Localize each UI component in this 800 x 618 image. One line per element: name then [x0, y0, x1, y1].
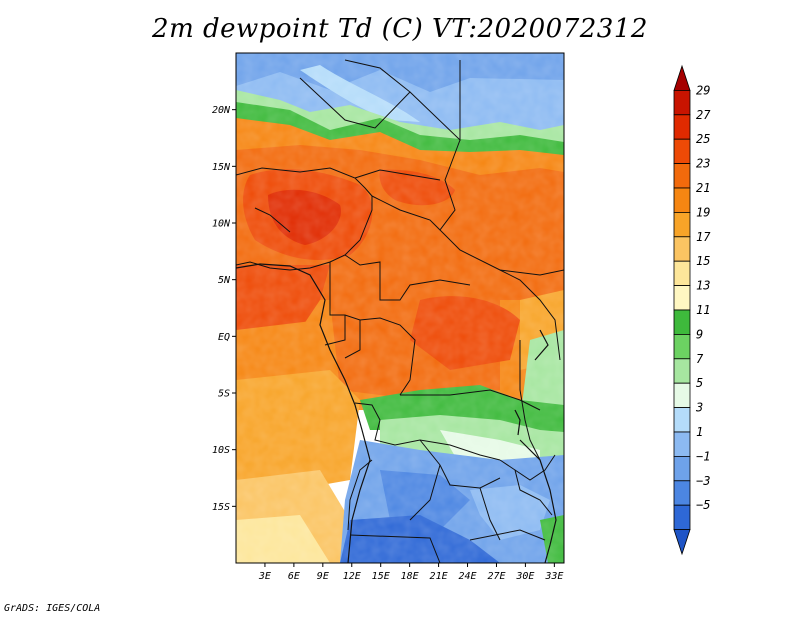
lon-tick-label: 6E: [288, 571, 300, 582]
colorbar-top-arrow: [673, 64, 691, 91]
colorbar-label: 25: [696, 132, 710, 146]
lat-tick-label: 10N: [212, 219, 231, 230]
colorbar-swatch: [673, 333, 691, 360]
footer-credit: GrADS: IGES/COLA: [4, 603, 101, 614]
colorbar-swatch: [673, 138, 691, 164]
colorbar-swatch: [673, 480, 691, 506]
coastline: [236, 263, 557, 563]
colorbar-label: 29: [696, 83, 710, 97]
colorbar-swatch: [673, 90, 691, 116]
colorbar-bottom-arrow: [673, 529, 691, 556]
colorbar-label: 23: [696, 157, 710, 171]
colorbar-swatch: [673, 504, 691, 531]
lon-tick-label: 24E: [458, 571, 476, 582]
colorbar-label: 9: [696, 327, 703, 341]
latitude-axis: 20N 15N 10N 5N EQ 5S 10S 15S: [212, 105, 236, 513]
colorbar-swatch: [673, 309, 691, 335]
lon-tick-label: 9E: [317, 571, 329, 582]
colorbar-label: 27: [696, 108, 711, 122]
lat-tick-label: 15N: [212, 162, 231, 173]
colorbar-label: 3: [695, 401, 703, 415]
colorbar-label: 21: [696, 181, 710, 195]
colorbar-swatch: [673, 285, 691, 311]
colorbar-label: 11: [696, 303, 710, 317]
colorbar-swatch: [673, 114, 691, 140]
map-title: 2m dewpoint Td (C) VT:2020072312: [152, 14, 648, 44]
lon-tick-label: 15E: [372, 571, 390, 582]
colorbar-label: 15: [696, 254, 710, 268]
colorbar-label: −3: [696, 474, 710, 488]
colorbar-label: −5: [696, 498, 710, 512]
colorbar-swatch: [673, 260, 691, 287]
map-frame: [235, 52, 565, 564]
colorbar-swatch: [673, 407, 691, 433]
colorbar-swatch: [673, 211, 691, 238]
lat-tick-label: 5S: [218, 389, 230, 400]
colorbar-swatch: [673, 382, 691, 409]
colorbar-swatch: [673, 163, 691, 189]
lat-tick-label: 10S: [212, 445, 230, 456]
lon-tick-label: 30E: [515, 571, 534, 582]
lon-tick-label: 33E: [544, 571, 563, 582]
lon-tick-label: 21E: [430, 571, 448, 582]
lat-tick-label: EQ: [218, 332, 230, 343]
lat-tick-label: 15S: [212, 502, 230, 513]
colorbar-label: 1: [696, 425, 703, 439]
colorbar-swatch: [673, 431, 691, 457]
colorbar-swatch: [673, 187, 691, 213]
colorbar-swatch: [673, 358, 691, 384]
lat-tick-label: 5N: [218, 275, 231, 286]
lon-tick-label: 12E: [343, 571, 361, 582]
colorbar-swatch: [673, 236, 691, 262]
country-borders: [236, 59, 564, 563]
lon-tick-label: 3E: [258, 571, 271, 582]
longitude-axis: 3E 6E 9E 12E 15E 18E 21E 24E 27E 30E 33E: [258, 563, 563, 582]
shaded-field: [236, 53, 564, 563]
colorbar-label: 5: [696, 376, 703, 390]
lon-tick-label: 18E: [401, 571, 419, 582]
colorbar-label: 19: [696, 205, 710, 219]
lon-tick-label: 27E: [487, 571, 505, 582]
colorbar-swatch: [673, 455, 691, 482]
colorbar-label: −1: [696, 449, 710, 463]
colorbar: 29 27 25 23 21 19 17 15 13 11 9 7 5 3 1 −1 −3 −5: [673, 64, 711, 556]
colorbar-label: 7: [696, 352, 704, 366]
colorbar-label: 17: [696, 230, 711, 244]
lat-tick-label: 20N: [212, 105, 231, 116]
colorbar-label: 13: [696, 279, 710, 293]
